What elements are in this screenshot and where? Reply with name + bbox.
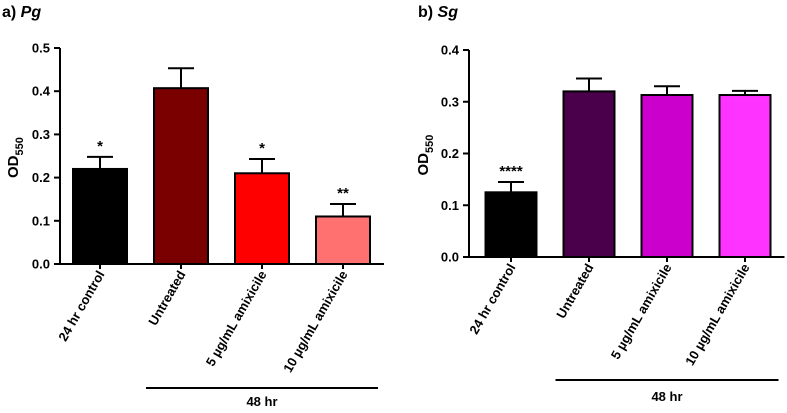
panel-title: a) Pg <box>2 4 41 21</box>
y-axis-label-main: OD <box>415 153 432 176</box>
y-tick-label: 0.1 <box>32 213 50 228</box>
bar <box>562 90 616 259</box>
bar <box>484 191 538 258</box>
x-tick-label: 5 µg/mL amixicile <box>203 268 270 369</box>
y-axis-label: OD550 <box>415 135 436 176</box>
significance-marker: * <box>97 138 103 155</box>
significance-marker: ** <box>337 185 349 202</box>
y-axis-label: OD550 <box>5 137 26 178</box>
y-axis-label-sub: 550 <box>424 135 436 153</box>
x-tick-label: 10 µg/mL amixicile <box>280 268 350 375</box>
significance-marker: **** <box>499 163 523 180</box>
x-tick-label: Untreated <box>553 261 596 321</box>
bar <box>640 94 694 258</box>
bar <box>234 172 290 265</box>
y-tick-label: 0.0 <box>441 250 459 265</box>
panel-organism: Pg <box>21 4 42 21</box>
group-label: 48 hr <box>651 389 682 404</box>
group-label: 48 hr <box>246 394 277 409</box>
y-axis-label-sub: 550 <box>14 137 26 155</box>
y-tick-label: 0.0 <box>32 257 50 272</box>
bar <box>718 94 772 258</box>
x-tick-label: 5 µg/mL amixicile <box>608 261 675 362</box>
x-tick-label: 24 hr control <box>466 261 518 337</box>
x-tick-label: 24 hr control <box>55 268 107 344</box>
y-axis-label-main: OD <box>5 155 22 178</box>
y-tick-label: 0.3 <box>441 94 459 109</box>
chart-panel-a: a) Pg OD550 0.0 0.1 0.2 0.3 0.4 0.5 * 24 hr contr… <box>2 4 384 409</box>
panel-letter: a) <box>2 4 21 21</box>
y-tick-label: 0.4 <box>32 84 51 99</box>
bar <box>315 215 371 265</box>
y-tick-label: 0.2 <box>441 146 459 161</box>
panel-title: b) Sg <box>418 4 458 21</box>
bar <box>153 87 209 266</box>
x-tick-label: 10 µg/mL amixicile <box>682 261 752 368</box>
significance-marker: * <box>259 140 265 157</box>
y-tick-label: 0.2 <box>32 170 50 185</box>
y-tick-label: 0.4 <box>441 43 460 58</box>
bar <box>72 167 128 266</box>
y-tick-label: 0.1 <box>441 198 459 213</box>
panel-organism: Sg <box>438 4 459 21</box>
y-tick-label: 0.3 <box>32 127 50 142</box>
chart-panel-b: b) Sg OD550 0.0 0.1 0.2 0.3 0.4 **** 24 hr contr… <box>415 4 785 404</box>
panel-letter: b) <box>418 4 438 21</box>
x-tick-label: Untreated <box>145 268 188 328</box>
y-tick-label: 0.5 <box>32 41 50 56</box>
